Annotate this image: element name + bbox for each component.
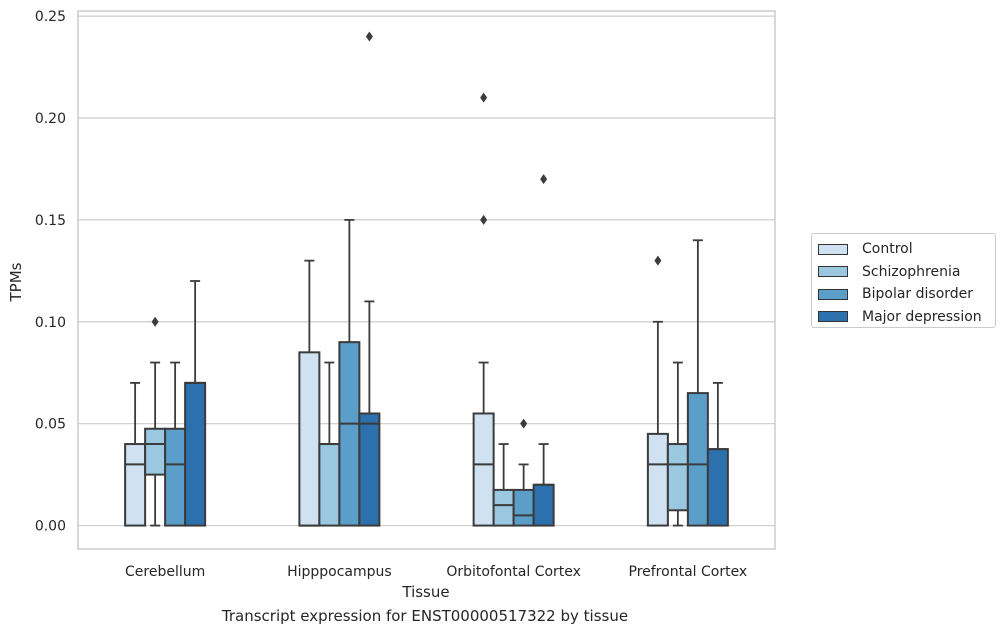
legend-label: Schizophrenia <box>862 263 961 280</box>
box-group <box>184 280 207 527</box>
x-tick-label: Cerebellum <box>125 564 205 580</box>
box <box>492 488 515 527</box>
box <box>686 392 709 527</box>
box-group <box>164 361 187 527</box>
box <box>706 448 729 527</box>
box-group <box>646 255 669 527</box>
box <box>666 443 689 512</box>
box-group <box>124 382 147 527</box>
box <box>164 427 187 527</box>
y-tick-label: 0.05 <box>35 417 66 433</box>
legend-label: Control <box>862 241 913 258</box>
y-axis-label: TPMs <box>7 262 25 302</box>
box <box>472 412 495 527</box>
x-tick-label: Hipppocampus <box>287 564 392 580</box>
outlier-point <box>480 92 488 103</box>
y-tick-label: 0.25 <box>35 9 66 25</box>
legend: Control Schizophrenia Bipolar disorder Majo… <box>811 233 996 328</box>
box <box>646 432 669 527</box>
legend-swatch <box>818 288 848 300</box>
box-group <box>144 316 167 527</box>
legend-entry: Bipolar disorder <box>818 283 995 306</box>
box-group <box>706 382 729 527</box>
y-tick-label: 0.20 <box>35 111 66 127</box>
box <box>358 412 381 527</box>
box-group <box>666 361 689 527</box>
box-group <box>472 92 495 527</box>
box-group <box>298 259 321 527</box>
legend-entry: Major depression <box>818 306 995 329</box>
y-tick-label: 0.00 <box>35 519 66 535</box>
box-group <box>318 361 341 527</box>
box <box>184 381 207 527</box>
y-tick-label: 0.10 <box>35 315 66 331</box>
figure-caption: Transcript expression for ENST0000051732… <box>221 607 629 625</box>
legend-label: Bipolar disorder <box>862 286 974 303</box>
legend-swatch <box>818 311 848 323</box>
box <box>144 427 167 476</box>
outlier-point <box>480 214 488 225</box>
outlier-point <box>151 316 159 327</box>
box <box>298 351 321 527</box>
box <box>532 483 555 527</box>
legend-entry: Schizophrenia <box>818 261 995 284</box>
box-group <box>532 174 555 527</box>
box <box>318 443 341 527</box>
x-axis-ticks: Cerebellum Hipppocampus Orbitofontal Corte… <box>125 564 747 580</box>
box-group <box>358 31 381 527</box>
legend-swatch <box>818 243 848 255</box>
outlier-point <box>520 418 528 429</box>
outlier-point <box>654 255 662 266</box>
box-group <box>338 218 361 527</box>
x-axis-label: Tissue <box>401 583 449 601</box>
y-axis-ticks: 0.00 0.05 0.10 0.15 0.20 0.25 <box>35 9 66 534</box>
box-group <box>686 239 709 527</box>
legend-entry: Control <box>818 238 995 261</box>
box <box>338 341 361 527</box>
legend-swatch <box>818 266 848 278</box>
box-group <box>512 418 535 527</box>
x-tick-label: Prefrontal Cortex <box>629 564 748 580</box>
outlier-point <box>365 31 373 42</box>
outlier-point <box>540 174 548 185</box>
box-group <box>492 443 515 527</box>
y-tick-label: 0.15 <box>35 213 66 229</box>
legend-label: Major depression <box>862 308 982 325</box>
box <box>512 488 535 527</box>
box <box>124 443 147 527</box>
box-plot-marks <box>124 31 729 527</box>
x-tick-label: Orbitofontal Cortex <box>446 564 581 580</box>
plot-frame <box>77 10 776 550</box>
